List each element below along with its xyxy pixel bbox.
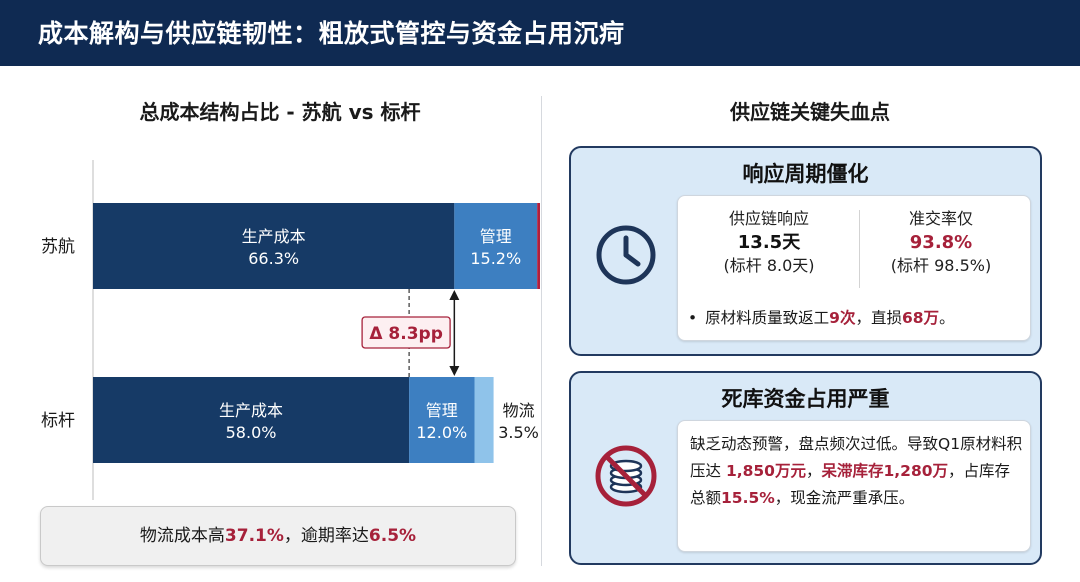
segment-value-label: 66.3% — [248, 249, 299, 268]
segment-name-label: 生产成本 — [242, 227, 306, 246]
note-value-logistics: 37.1% — [224, 526, 284, 546]
para-text: 缺乏动态预警，盘点频次过低。导致Q1原材料积压达 — [690, 435, 1023, 480]
segment-value-label: 58.0% — [226, 423, 277, 442]
category-label: 苏航 — [41, 237, 75, 257]
segment-name-label: 管理 — [426, 401, 458, 420]
metric-label: 准交率仅 — [908, 209, 973, 228]
metric-benchmark: (标杆 8.0天) — [723, 256, 815, 275]
section-divider — [541, 96, 542, 566]
bullet-dot: • — [688, 309, 698, 327]
arrow-up-head — [449, 290, 460, 300]
bullet-text: 原材料质量致返工 — [705, 309, 830, 327]
rework-bullet: • 原材料质量致返工9次，直损68万。 — [688, 306, 955, 328]
bullet-value: 9次 — [829, 309, 856, 327]
response-cycle-card: 响应周期僵化 供应链响应 13.5天 (标杆 8.0天) 准交率仅 93.8% … — [569, 146, 1042, 356]
bar-segment — [474, 377, 494, 463]
delta-annotation-box — [361, 316, 451, 349]
segment-name-label: 生产成本 — [219, 401, 283, 420]
para-text: ，占库存总额 — [690, 462, 1011, 507]
page-title: 成本解构与供应链韧性：粗放式管控与资金占用沉疴 — [38, 19, 625, 48]
inventory-description: 缺乏动态预警，盘点频次过低。导致Q1原材料积压达 1,850万元，呆滞库存1,2… — [690, 431, 1024, 512]
segment-value-label: 15.2% — [470, 249, 521, 268]
para-value: 呆滞库存1,280万 — [821, 462, 949, 480]
on-time-metric: 准交率仅 93.8% (标杆 98.5%) — [856, 208, 1026, 277]
note-prefix: 物流成本高 — [139, 526, 225, 546]
metric-label: 供应链响应 — [728, 209, 809, 228]
dead-stock-card: 死库资金占用严重 缺乏动态预警，盘点频次过低。导致Q1原材料积压达 1,850万… — [569, 371, 1042, 565]
bar-segment — [537, 203, 564, 289]
clock-icon — [596, 225, 656, 285]
bullet-value: 68万 — [901, 309, 940, 327]
bar-segment — [93, 203, 455, 289]
para-text: ， — [805, 462, 822, 480]
logistics-note: 物流成本高37.1%，逾期率达6.5% — [40, 506, 516, 566]
metrics-panel: 供应链响应 13.5天 (标杆 8.0天) 准交率仅 93.8% (标杆 98.… — [677, 195, 1031, 341]
metric-divider — [859, 210, 860, 288]
response-metric: 供应链响应 13.5天 (标杆 8.0天) — [684, 208, 854, 277]
note-mid: ，逾期率达 — [283, 526, 369, 546]
para-value: 1,850万元 — [725, 462, 806, 480]
para-text: ，现金流严重承压。 — [774, 489, 915, 507]
supply-chain-title: 供应链关键失血点 — [730, 100, 890, 124]
segment-value-label: 12.0% — [416, 423, 467, 442]
para-value: 15.5% — [721, 489, 775, 507]
metric-benchmark: (标杆 98.5%) — [890, 256, 992, 275]
chart-svg: 苏航生产成本66.3%管理15.2%物流4.8%标杆生产成本58.0%管理12.… — [41, 160, 609, 502]
category-label: 标杆 — [41, 411, 75, 431]
bar-segment — [454, 203, 538, 289]
segment-name-label: 物流 — [503, 401, 535, 420]
bar-segment — [409, 377, 475, 463]
header-bar: 成本解构与供应链韧性：粗放式管控与资金占用沉疴 — [0, 0, 1080, 66]
no-coins-icon — [595, 445, 657, 507]
arrow-down-head — [449, 366, 460, 376]
note-value-overdue: 6.5% — [368, 526, 417, 546]
card-title: 死库资金占用严重 — [721, 387, 890, 411]
delta-annotation-label: Δ 8.3pp — [369, 324, 443, 344]
metric-value: 93.8% — [909, 232, 973, 253]
segment-name-label: 管理 — [480, 227, 512, 246]
bar-segment — [93, 377, 410, 463]
inventory-panel: 缺乏动态预警，盘点频次过低。导致Q1原材料积压达 1,850万元，呆滞库存1,2… — [677, 420, 1031, 552]
chart-title: 总成本结构占比 - 苏航 vs 标杆 — [139, 100, 421, 124]
bullet-text: ，直损 — [855, 309, 902, 327]
bullet-text: 。 — [939, 309, 955, 327]
metric-value: 13.5天 — [737, 232, 801, 253]
segment-value-label: 3.5% — [498, 423, 539, 442]
cost-structure-chart: 苏航生产成本66.3%管理15.2%物流4.8%标杆生产成本58.0%管理12.… — [0, 140, 609, 504]
card-title: 响应周期僵化 — [742, 162, 869, 186]
